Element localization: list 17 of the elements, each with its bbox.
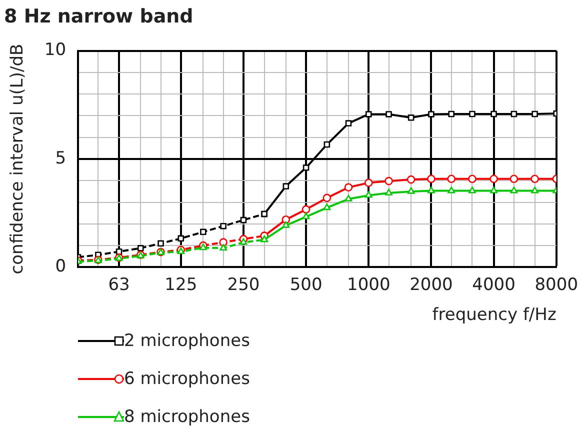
legend-label: 8 microphones xyxy=(124,407,250,427)
y-axis-title: confidence interval u(L)/dB xyxy=(8,44,28,274)
y-tick-label: 10 xyxy=(44,40,66,60)
x-tick-label: 500 xyxy=(290,274,322,295)
x-tick-label: 63 xyxy=(108,274,130,295)
legend-label: 2 microphones xyxy=(124,331,250,351)
x-axis-title: frequency f/Hz xyxy=(432,305,556,326)
x-tick-label: 2000 xyxy=(410,274,453,295)
y-tick-label: 0 xyxy=(55,256,66,277)
legend-label: 6 microphones xyxy=(124,369,250,389)
x-tick-label: 8000 xyxy=(534,274,578,295)
x-tick-label: 4000 xyxy=(472,274,516,295)
chart-title: 8 Hz narrow band xyxy=(4,5,194,28)
y-tick-label: 5 xyxy=(55,148,66,168)
x-tick-label: 1000 xyxy=(347,274,390,295)
x-tick-label: 125 xyxy=(164,274,198,295)
x-tick-label: 250 xyxy=(227,274,260,295)
